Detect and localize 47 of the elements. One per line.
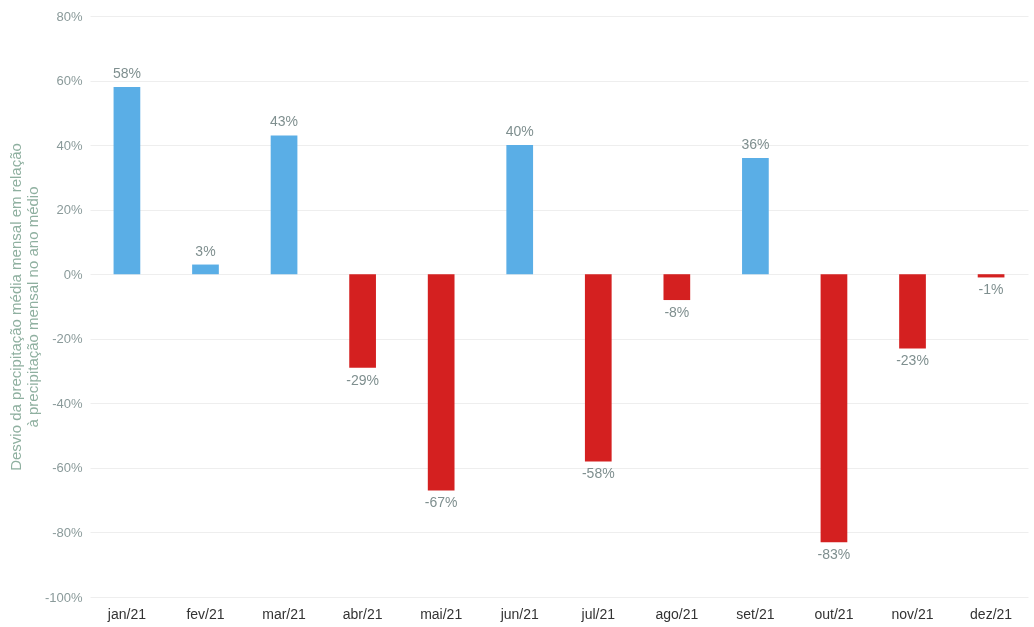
bar [742,158,769,275]
data-label: -23% [896,352,929,369]
data-label: 43% [270,113,299,130]
x-tick-label: mai/21 [420,605,463,622]
x-tick-label: fev/21 [186,605,225,622]
x-tick-label: ago/21 [655,605,699,622]
y-tick-label: -60% [52,460,83,476]
data-label: -8% [664,304,690,321]
bar [427,274,455,491]
bar [506,145,534,275]
x-tick-label: dez/21 [970,605,1013,622]
bar [820,274,848,543]
bar [663,274,691,301]
y-tick-label: 80% [56,8,83,24]
bar [899,274,926,349]
y-tick-label: 20% [56,202,83,218]
data-label: 36% [741,136,770,153]
y-tick-label: 60% [56,73,83,89]
y-tick-label: -80% [52,524,83,540]
x-tick-label: set/21 [736,605,775,622]
x-tick-label: mar/21 [262,605,307,622]
bar [584,274,612,462]
x-tick-label: nov/21 [891,605,934,622]
x-tick-label: jan/21 [106,605,147,622]
data-label: 40% [505,123,534,140]
bar [113,87,141,275]
y-axis-title: Desvio da precipitação média mensal em relação à precipitação mensal no ano médio [6,143,41,471]
bar [192,264,219,275]
data-label: -83% [817,546,851,563]
bar [977,274,1005,278]
bar [349,274,376,368]
bar [270,135,298,275]
x-tick-label: out/21 [814,605,854,622]
data-label: 58% [112,65,141,82]
x-tick-label: abr/21 [342,605,383,622]
y-tick-label: -40% [52,395,83,411]
data-label: -1% [978,281,1004,298]
y-tick-label: 40% [56,137,83,153]
data-label: -58% [581,465,615,482]
y-tick-label: 0% [63,266,83,282]
x-tick-label: jun/21 [499,605,539,622]
data-label: 3% [195,242,216,259]
data-label: -67% [424,494,458,511]
y-tick-label: -100% [44,589,83,605]
data-label: -29% [346,371,379,388]
x-tick-label: jul/21 [580,605,616,622]
y-tick-label: -20% [52,331,83,347]
